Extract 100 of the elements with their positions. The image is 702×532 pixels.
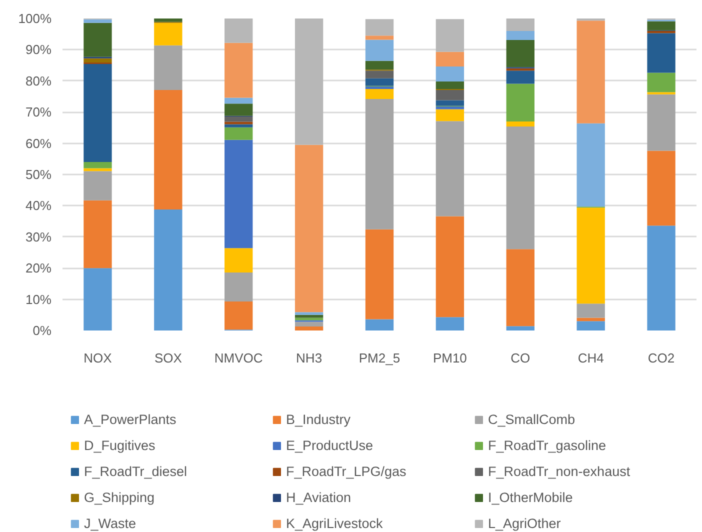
bar xyxy=(365,229,394,320)
x-tick-label: CH4 xyxy=(578,350,604,366)
legend-label: L_AgriOther xyxy=(488,514,562,532)
bar xyxy=(84,58,112,62)
x-tick-label: NOX xyxy=(84,350,112,366)
x-tick-label: CO2 xyxy=(648,350,675,366)
legend-label: F_RoadTr_non-exhaust xyxy=(488,462,632,480)
x-tick-label: PM2_5 xyxy=(358,350,400,366)
y-tick-label: 10% xyxy=(25,292,52,307)
legend-label: I_OtherMobile xyxy=(488,488,574,506)
bar xyxy=(647,21,676,30)
bar xyxy=(647,94,676,151)
legend-label: G_Shipping xyxy=(84,488,156,506)
x-tick-label: SOX xyxy=(154,350,182,366)
bar xyxy=(436,216,464,318)
bar xyxy=(224,116,253,122)
bar xyxy=(365,70,394,78)
bar xyxy=(365,78,394,86)
legend-label: K_AgriLivestock xyxy=(286,514,384,532)
x-tick-label: CO xyxy=(510,350,530,366)
bar xyxy=(224,248,253,272)
bar xyxy=(436,109,464,122)
y-tick-label: 80% xyxy=(25,73,52,88)
bar xyxy=(647,33,676,73)
bar xyxy=(365,36,394,40)
bar xyxy=(365,86,394,90)
bar xyxy=(154,18,182,22)
bar xyxy=(84,19,112,23)
bar xyxy=(506,121,534,126)
bar xyxy=(647,30,676,34)
bar xyxy=(506,40,534,68)
x-tick-label: NMVOC xyxy=(214,350,263,366)
bar xyxy=(365,60,394,70)
bar xyxy=(294,312,324,315)
bar xyxy=(506,68,534,71)
legend-label: C_SmallComb xyxy=(488,410,576,428)
bar xyxy=(365,98,394,230)
bar xyxy=(576,318,605,322)
bar xyxy=(154,22,182,46)
bar xyxy=(576,208,605,304)
legend-label: H_Aviation xyxy=(286,488,352,506)
bar xyxy=(224,104,253,116)
bar xyxy=(506,126,534,250)
y-tick-label: 0% xyxy=(32,323,52,338)
legend-label: F_RoadTr_gasoline xyxy=(488,436,608,454)
bar xyxy=(154,209,182,330)
bar xyxy=(436,106,464,110)
bar xyxy=(294,322,324,326)
legend-label: A_PowerPlants xyxy=(84,410,178,428)
y-tick-label: 100% xyxy=(18,11,52,26)
bar xyxy=(365,89,394,99)
bar xyxy=(506,249,534,326)
bar xyxy=(224,122,253,124)
legend-label: F_RoadTr_LPG/gas xyxy=(286,462,408,480)
bar xyxy=(84,64,112,162)
legend-label: B_Industry xyxy=(286,410,352,428)
bar xyxy=(224,18,253,43)
bar xyxy=(365,319,394,330)
bar xyxy=(224,124,253,128)
bar xyxy=(576,123,605,207)
bar xyxy=(436,19,464,52)
bar xyxy=(576,20,605,124)
bar xyxy=(506,326,534,330)
bar xyxy=(506,18,534,31)
legend-label: J_Waste xyxy=(84,514,138,532)
bar xyxy=(365,19,394,36)
y-tick-label: 60% xyxy=(25,136,52,151)
bar xyxy=(294,318,324,320)
bar xyxy=(224,42,253,98)
bar xyxy=(436,121,464,216)
bar xyxy=(506,70,534,84)
bar xyxy=(294,326,324,330)
bar xyxy=(84,268,112,330)
bar xyxy=(84,22,112,57)
bar xyxy=(436,317,464,330)
bar xyxy=(154,45,182,90)
bar xyxy=(84,200,112,268)
bar xyxy=(647,72,676,92)
x-tick-label: PM10 xyxy=(432,350,467,366)
bar xyxy=(224,127,253,140)
legend-label: E_ProductUse xyxy=(286,436,374,454)
bar xyxy=(84,162,112,168)
legend-label: F_RoadTr_diesel xyxy=(84,462,188,480)
bar xyxy=(224,140,253,248)
legend-label: D_Fugitives xyxy=(84,436,156,454)
bar xyxy=(365,40,394,61)
bar xyxy=(647,226,676,330)
bar xyxy=(224,272,253,302)
bar xyxy=(224,98,253,104)
bar xyxy=(294,144,324,312)
bar xyxy=(576,304,605,318)
bar xyxy=(436,90,464,100)
y-tick-label: 90% xyxy=(25,42,52,58)
bar xyxy=(436,82,464,90)
bar xyxy=(436,100,464,106)
bar xyxy=(506,30,534,40)
y-tick-label: 50% xyxy=(25,167,52,182)
bar xyxy=(84,171,112,200)
bar xyxy=(154,90,182,210)
y-tick-label: 20% xyxy=(25,260,52,276)
